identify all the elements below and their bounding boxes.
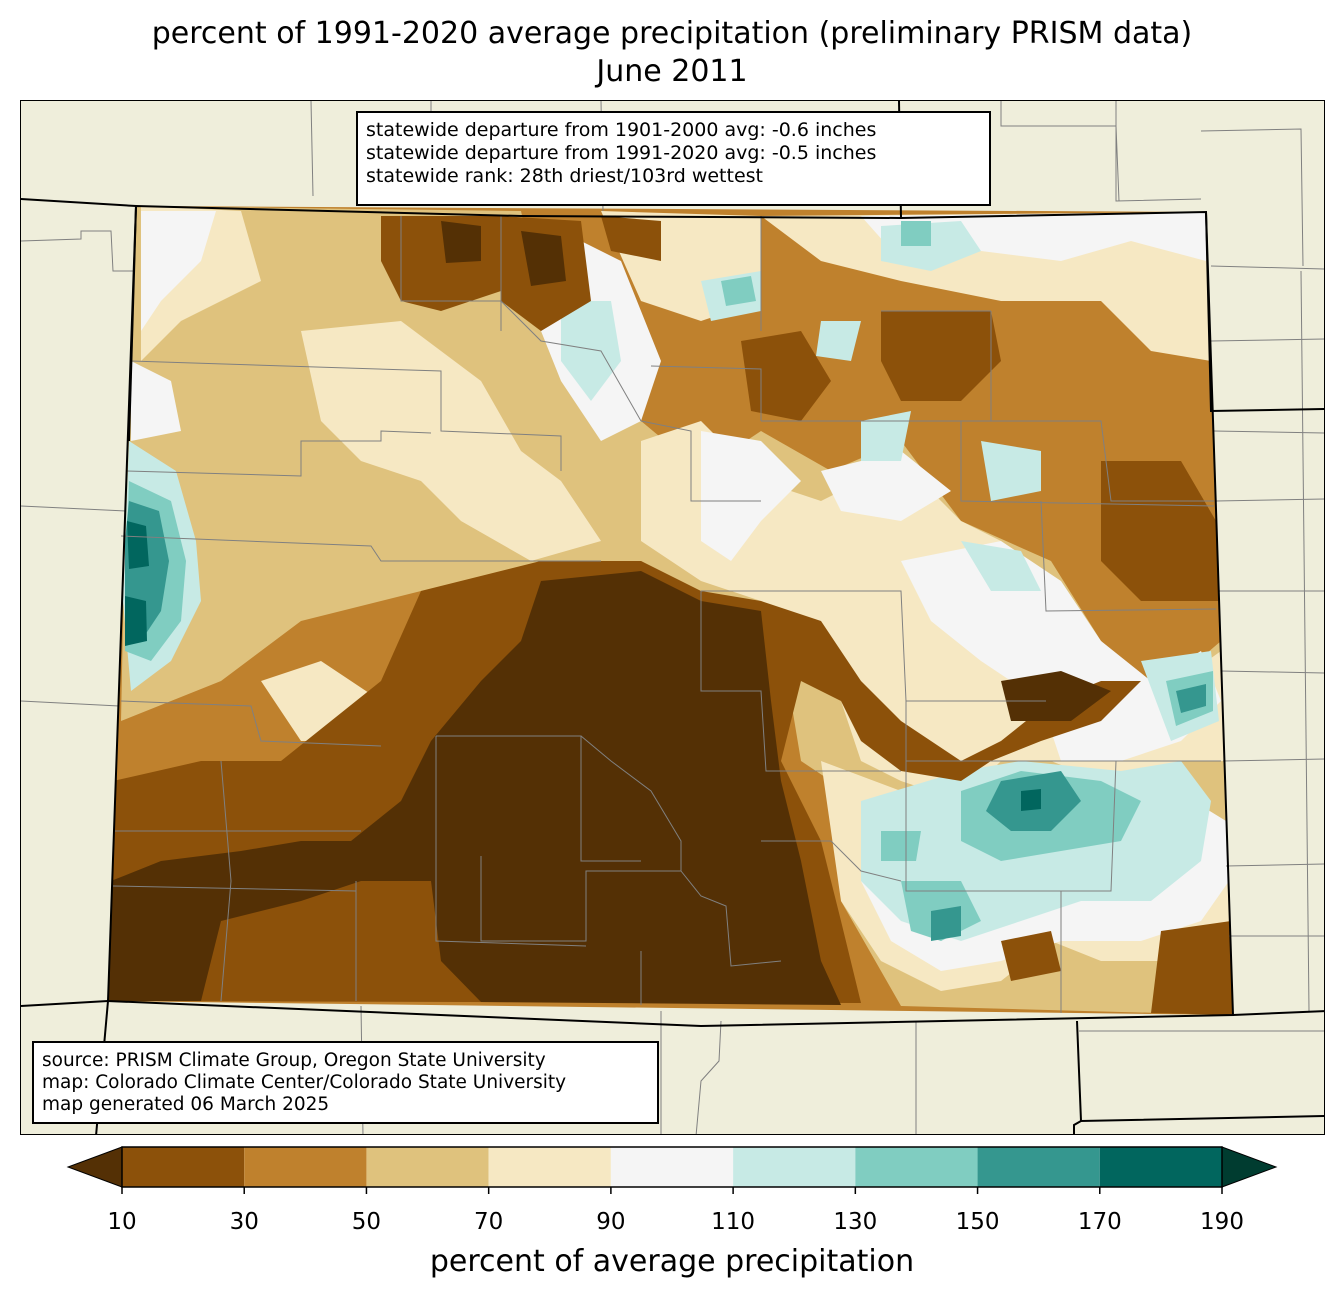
generation-date: map generated 06 March 2025: [42, 1094, 330, 1115]
colorbar-label: percent of average precipitation: [429, 1244, 915, 1279]
map-title: percent of 1991-2020 average precipitati…: [151, 16, 1193, 51]
colorbar-bin: [366, 1147, 489, 1187]
source-credit: source: PRISM Climate Group, Oregon Stat…: [42, 1050, 546, 1071]
colorbar-tick-label: 90: [596, 1209, 625, 1235]
precip-contours: [108, 206, 1233, 1015]
precip-map: [21, 101, 1324, 1134]
colorbar-bin: [244, 1147, 367, 1187]
colorbar-tick-label: 30: [230, 1209, 259, 1235]
colorbar-bin: [610, 1147, 734, 1187]
colorbar-frame: [121, 1146, 1223, 1188]
colorbar-tick-label: 170: [1078, 1209, 1122, 1235]
colorbar-tick-label: 70: [474, 1209, 503, 1235]
contour-110-130: [123, 221, 1219, 941]
colorbar-bin: [977, 1147, 1100, 1187]
departure-1901-2000: statewide departure from 1901-2000 avg: …: [366, 119, 877, 141]
colorbar-tick-label: 130: [833, 1209, 877, 1235]
source-credits-box: source: PRISM Climate Group, Oregon Stat…: [32, 1041, 659, 1124]
colorbar-bin: [733, 1147, 856, 1187]
colorbar-tick-label: 10: [107, 1209, 136, 1235]
colorbar-bin: [122, 1147, 245, 1187]
map-frame: [20, 100, 1325, 1135]
colorbar-bin: [488, 1147, 611, 1187]
colorbar-bin: [1099, 1147, 1222, 1187]
statewide-stats-box: statewide departure from 1901-2000 avg: …: [356, 111, 991, 206]
map-credit: map: Colorado Climate Center/Colorado St…: [42, 1072, 567, 1093]
colorbar-tick-label: 190: [1200, 1209, 1244, 1235]
colorbar-tick-label: 50: [352, 1209, 381, 1235]
colorbar-bin: [855, 1147, 978, 1187]
colorbar-tick-label: 110: [711, 1209, 755, 1235]
contour-below-10: [108, 221, 1111, 1005]
colorbar: 10 30 50 70 90 110 130 150 170 190: [66, 1146, 1278, 1235]
colorbar-tick-label: 150: [956, 1209, 1000, 1235]
map-subtitle-month: June 2011: [596, 54, 748, 89]
statewide-rank: statewide rank: 28th driest/103rd wettes…: [366, 165, 763, 187]
county-lines: [112, 216, 1221, 1013]
colorbar-under-arrow: [66, 1146, 123, 1188]
colorbar-over-arrow: [1221, 1146, 1278, 1188]
departure-1991-2020: statewide departure from 1991-2020 avg: …: [366, 142, 877, 164]
